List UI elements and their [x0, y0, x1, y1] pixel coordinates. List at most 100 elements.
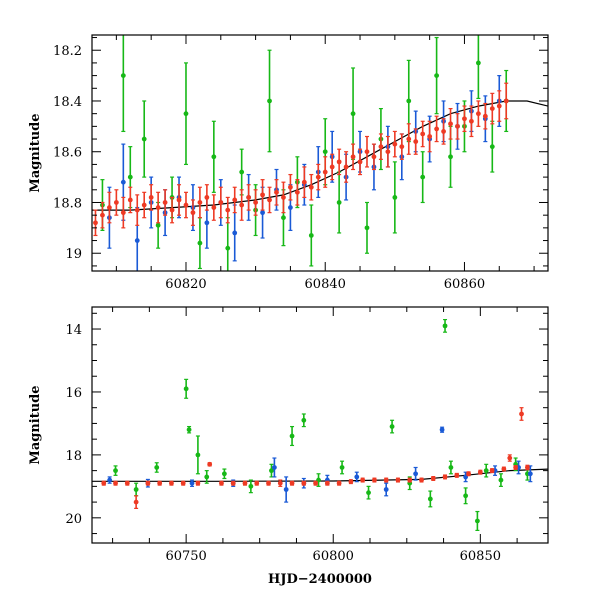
y-tick-label: 18.8: [53, 196, 82, 211]
data-point: [364, 149, 370, 155]
data-point: [439, 427, 445, 433]
data-point: [434, 73, 440, 79]
data-point: [315, 174, 321, 180]
data-point: [308, 184, 314, 190]
y-tick-label: 18: [65, 449, 82, 464]
data-point: [204, 195, 210, 200]
data-point: [430, 476, 436, 481]
data-point: [301, 480, 307, 486]
data-point: [180, 480, 186, 486]
data-point: [513, 465, 519, 470]
data-point: [383, 477, 389, 483]
y-tick-label: 20: [65, 512, 82, 527]
data-point: [107, 477, 113, 483]
data-point: [419, 477, 424, 483]
data-point: [169, 480, 174, 486]
data-point: [350, 111, 356, 117]
data-point: [232, 230, 238, 236]
data-point: [392, 195, 398, 200]
data-point: [489, 144, 495, 150]
data-point: [483, 468, 489, 474]
data-point: [186, 427, 192, 433]
data-point: [230, 480, 236, 486]
data-point: [322, 149, 328, 155]
data-point: [289, 480, 295, 486]
data-point: [197, 240, 203, 246]
data-point: [141, 136, 147, 142]
data-point: [348, 479, 354, 485]
data-point: [183, 111, 189, 117]
data-point: [336, 159, 342, 165]
data-point: [272, 465, 277, 470]
data-point: [127, 197, 133, 203]
data-point: [289, 433, 295, 439]
data-point: [413, 471, 419, 477]
data-point: [267, 98, 272, 104]
data-point: [155, 205, 161, 210]
series-0: [100, 35, 509, 271]
data-point: [527, 471, 533, 477]
data-point: [260, 210, 265, 216]
x-tick-label: 60860: [444, 277, 485, 292]
data-point: [197, 200, 203, 205]
y-tick-label: 14: [65, 323, 82, 338]
x-tick-label: 60800: [313, 549, 354, 564]
data-point: [155, 222, 161, 228]
data-point: [204, 474, 210, 480]
data-point: [448, 121, 453, 127]
data-point: [378, 144, 384, 150]
data-point: [169, 207, 175, 213]
data-point: [301, 417, 307, 423]
data-point: [343, 164, 349, 170]
data-point: [113, 480, 118, 486]
data-point: [260, 192, 265, 198]
series-2: [93, 82, 509, 237]
data-point: [120, 179, 126, 185]
data-point: [127, 174, 133, 180]
data-point: [366, 490, 371, 496]
data-point: [360, 477, 366, 483]
data-point: [120, 210, 126, 216]
x-tick-label: 60820: [165, 277, 206, 292]
data-point: [133, 499, 139, 505]
data-point: [357, 159, 363, 165]
data-point: [482, 113, 488, 119]
data-point: [475, 111, 481, 117]
data-point: [324, 480, 330, 486]
data-point: [288, 184, 293, 190]
data-point: [195, 452, 201, 458]
data-point: [254, 480, 260, 486]
data-point: [176, 197, 182, 203]
data-point: [246, 195, 252, 200]
data-point: [232, 197, 238, 203]
data-point: [501, 466, 507, 472]
series-1: [107, 426, 533, 503]
data-point: [225, 245, 231, 251]
data-point: [93, 220, 98, 226]
data-point: [134, 207, 140, 213]
data-point: [221, 471, 227, 477]
data-point: [218, 200, 224, 205]
y-axis-title: Magnitude: [28, 385, 43, 464]
data-point: [354, 474, 360, 480]
data-point: [113, 200, 119, 205]
data-point: [339, 465, 345, 470]
data-point: [442, 323, 448, 329]
data-point: [189, 480, 195, 486]
data-point: [133, 487, 139, 492]
data-point: [162, 200, 168, 205]
y-tick-label: 18.2: [53, 44, 82, 59]
x-axis-title: HJD−2400000: [268, 572, 372, 587]
data-point: [399, 144, 405, 150]
y-axis-title: Magnitude: [28, 113, 43, 192]
data-point: [477, 469, 483, 475]
data-point: [195, 480, 201, 486]
data-point: [141, 202, 147, 208]
model-curve: [92, 100, 548, 211]
data-point: [248, 483, 254, 489]
data-point: [157, 480, 163, 486]
data-point: [350, 154, 356, 160]
data-point: [239, 202, 245, 208]
panel-top: 60820 60840 60860 18.2 18.4 18.6 18.8 19 Magnitu…: [28, 34, 549, 292]
